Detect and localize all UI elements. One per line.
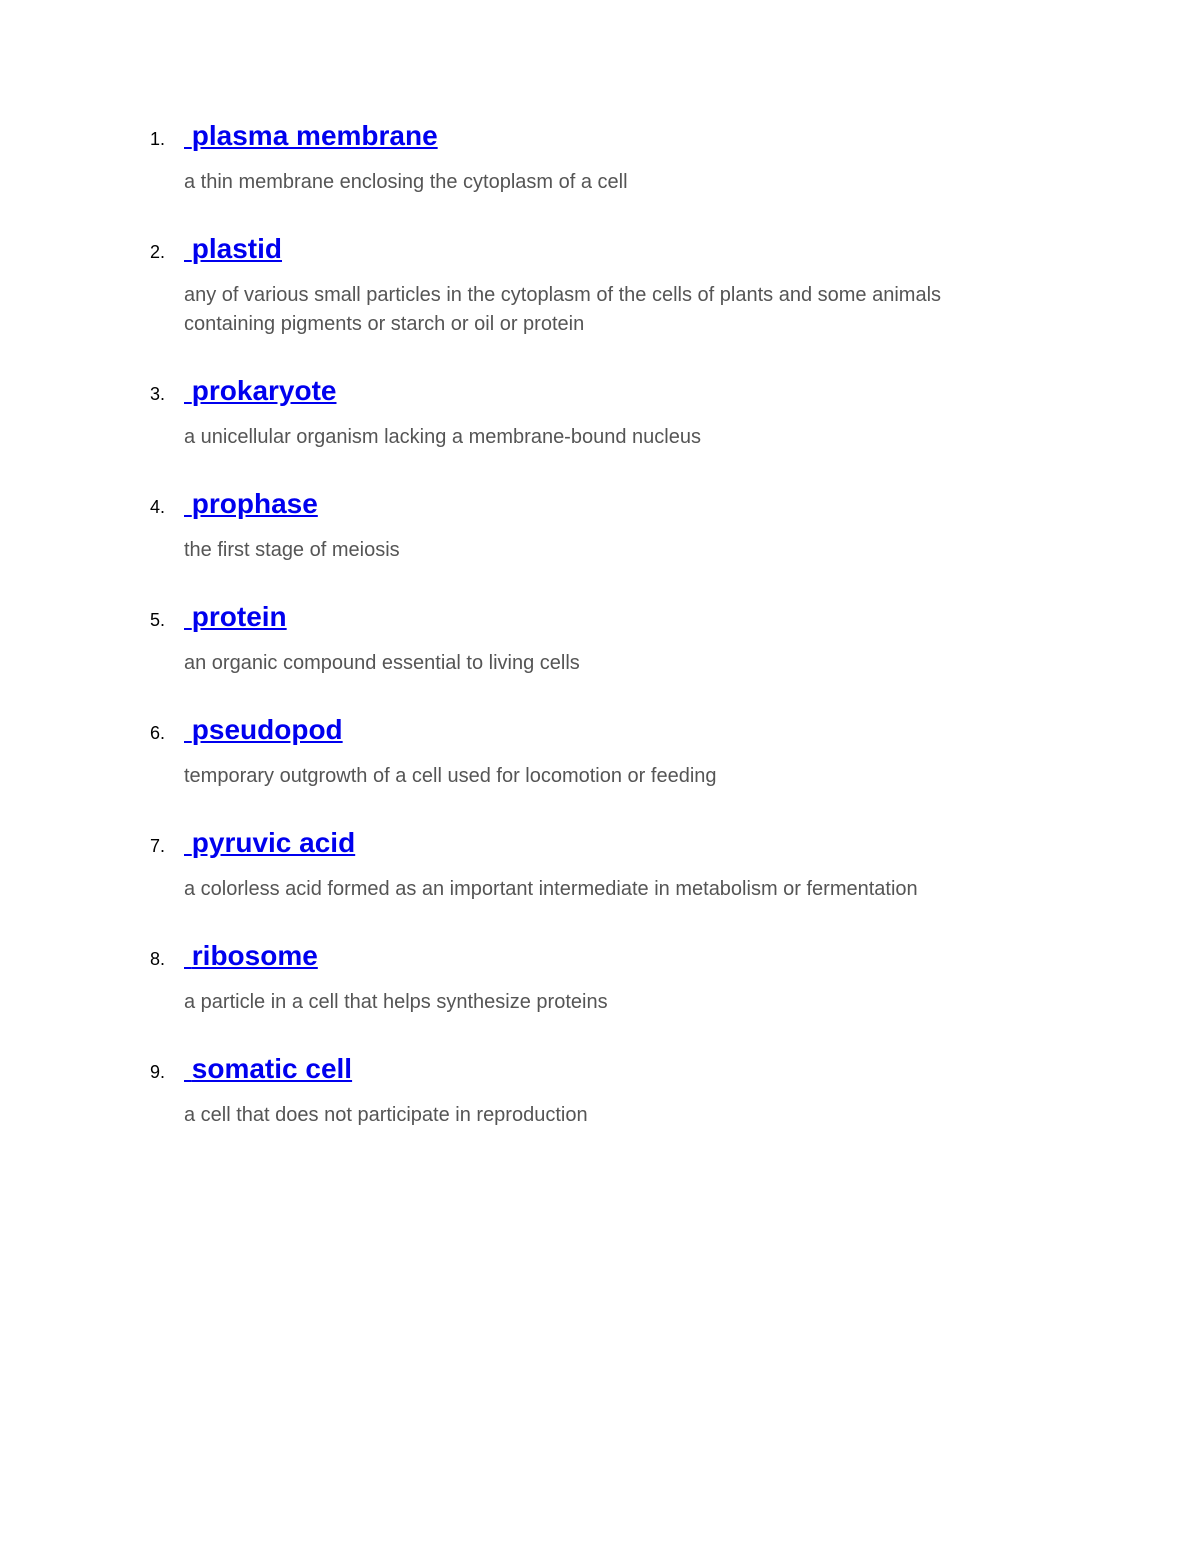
term-link[interactable]: protein	[184, 601, 287, 633]
list-item: 8. ribosome a particle in a cell that he…	[150, 940, 1050, 1017]
entry-number: 3.	[150, 384, 184, 405]
entry-definition: a particle in a cell that helps synthesi…	[184, 988, 944, 1017]
term-link[interactable]: pseudopod	[184, 714, 343, 746]
list-item: 9. somatic cell a cell that does not par…	[150, 1053, 1050, 1130]
entry-header: 7. pyruvic acid	[150, 827, 1050, 859]
entry-definition: a cell that does not participate in repr…	[184, 1101, 944, 1130]
vocabulary-list: 1. plasma membrane a thin membrane enclo…	[150, 120, 1050, 1130]
list-item: 2. plastid any of various small particle…	[150, 233, 1050, 339]
list-item: 5. protein an organic compound essential…	[150, 601, 1050, 678]
term-link[interactable]: pyruvic acid	[184, 827, 355, 859]
entry-number: 2.	[150, 242, 184, 263]
entry-number: 7.	[150, 836, 184, 857]
term-link[interactable]: plasma membrane	[184, 120, 438, 152]
entry-header: 9. somatic cell	[150, 1053, 1050, 1085]
list-item: 6. pseudopod temporary outgrowth of a ce…	[150, 714, 1050, 791]
term-link[interactable]: ribosome	[184, 940, 318, 972]
term-link[interactable]: prokaryote	[184, 375, 337, 407]
entry-header: 1. plasma membrane	[150, 120, 1050, 152]
term-link[interactable]: plastid	[184, 233, 282, 265]
entry-definition: any of various small particles in the cy…	[184, 281, 944, 339]
list-item: 3. prokaryote a unicellular organism lac…	[150, 375, 1050, 452]
entry-definition: a colorless acid formed as an important …	[184, 875, 944, 904]
entry-number: 4.	[150, 497, 184, 518]
entry-header: 3. prokaryote	[150, 375, 1050, 407]
list-item: 1. plasma membrane a thin membrane enclo…	[150, 120, 1050, 197]
entry-definition: an organic compound essential to living …	[184, 649, 944, 678]
term-link[interactable]: somatic cell	[184, 1053, 352, 1085]
entry-number: 8.	[150, 949, 184, 970]
entry-definition: the first stage of meiosis	[184, 536, 944, 565]
entry-header: 4. prophase	[150, 488, 1050, 520]
entry-number: 9.	[150, 1062, 184, 1083]
term-link[interactable]: prophase	[184, 488, 318, 520]
entry-header: 5. protein	[150, 601, 1050, 633]
entry-number: 6.	[150, 723, 184, 744]
entry-definition: a unicellular organism lacking a membran…	[184, 423, 944, 452]
entry-header: 2. plastid	[150, 233, 1050, 265]
entry-header: 6. pseudopod	[150, 714, 1050, 746]
entry-number: 1.	[150, 129, 184, 150]
list-item: 7. pyruvic acid a colorless acid formed …	[150, 827, 1050, 904]
entry-definition: temporary outgrowth of a cell used for l…	[184, 762, 944, 791]
entry-header: 8. ribosome	[150, 940, 1050, 972]
entry-definition: a thin membrane enclosing the cytoplasm …	[184, 168, 944, 197]
list-item: 4. prophase the first stage of meiosis	[150, 488, 1050, 565]
entry-number: 5.	[150, 610, 184, 631]
